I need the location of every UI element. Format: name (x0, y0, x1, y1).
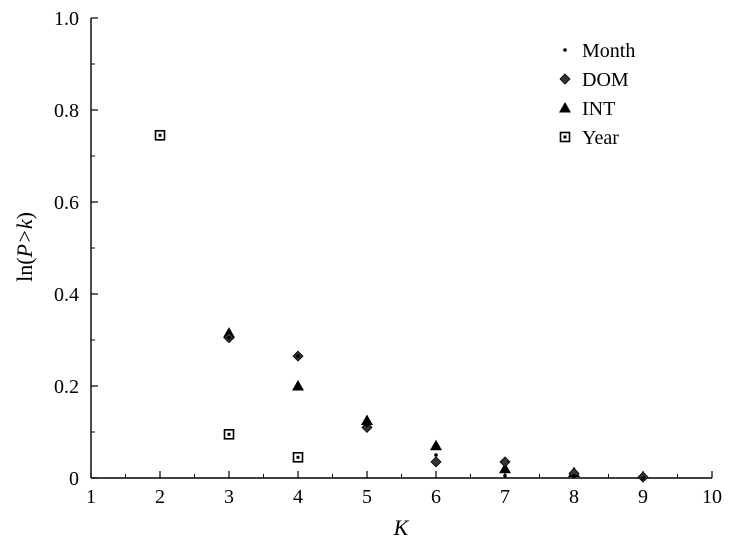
x-tick-label: 10 (702, 486, 722, 508)
y-tick-label: 1.0 (54, 8, 79, 30)
point-month (296, 354, 300, 358)
legend-marker-year (559, 131, 571, 143)
x-tick-label: 4 (293, 486, 303, 508)
legend-marker-month (563, 48, 567, 52)
y-tick-label: 0.2 (54, 376, 79, 398)
point-year (292, 451, 304, 463)
point-month (503, 473, 507, 478)
marker-center (227, 432, 231, 436)
x-tick-label: 7 (500, 486, 510, 508)
point-month (641, 476, 645, 480)
point-month (434, 453, 438, 457)
x-tick-label: 1 (86, 486, 96, 508)
marker-center (296, 455, 300, 459)
axes: 1 2 3 4 5 6 7 8 9 10 0 0.2 0.4 0.6 0.8 1.0 (54, 8, 722, 508)
point-int (292, 380, 304, 391)
point-year (154, 130, 166, 141)
x-tick-label: 9 (638, 486, 648, 508)
point-month (572, 473, 576, 478)
legend-label-year: Year (582, 127, 619, 149)
legend-label-int: INT (582, 98, 615, 120)
legend: Month DOM INT Year (559, 40, 635, 149)
legend-marker-dom (559, 73, 571, 85)
point-dom (430, 456, 442, 468)
point-year (223, 428, 235, 440)
point-dom (361, 421, 373, 433)
y-tick-label: 0.8 (54, 100, 79, 122)
x-tick-label: 6 (431, 486, 441, 508)
y-tick-label: 0.6 (54, 192, 79, 214)
data-points (154, 130, 649, 483)
point-int (361, 414, 373, 425)
x-tick-label: 2 (155, 486, 165, 508)
legend-marker-int (559, 102, 571, 113)
marker-center (158, 133, 162, 137)
x-tick-label: 8 (569, 486, 579, 508)
x-tick-label: 5 (362, 486, 372, 508)
point-int (499, 462, 511, 474)
point-month (365, 423, 369, 427)
y-tick-label: 0 (69, 468, 79, 490)
legend-label-dom: DOM (582, 69, 629, 91)
point-int (430, 439, 442, 451)
x-tick-label: 3 (224, 486, 234, 508)
point-month (227, 335, 231, 340)
y-tick-label: 0.4 (54, 284, 79, 306)
legend-label-month: Month (582, 40, 635, 62)
point-dom (499, 456, 511, 468)
point-dom (568, 467, 580, 479)
x-axis-label: K (393, 515, 410, 540)
marker-center (563, 135, 567, 139)
y-axis-label: ln(P>k) (12, 212, 37, 282)
